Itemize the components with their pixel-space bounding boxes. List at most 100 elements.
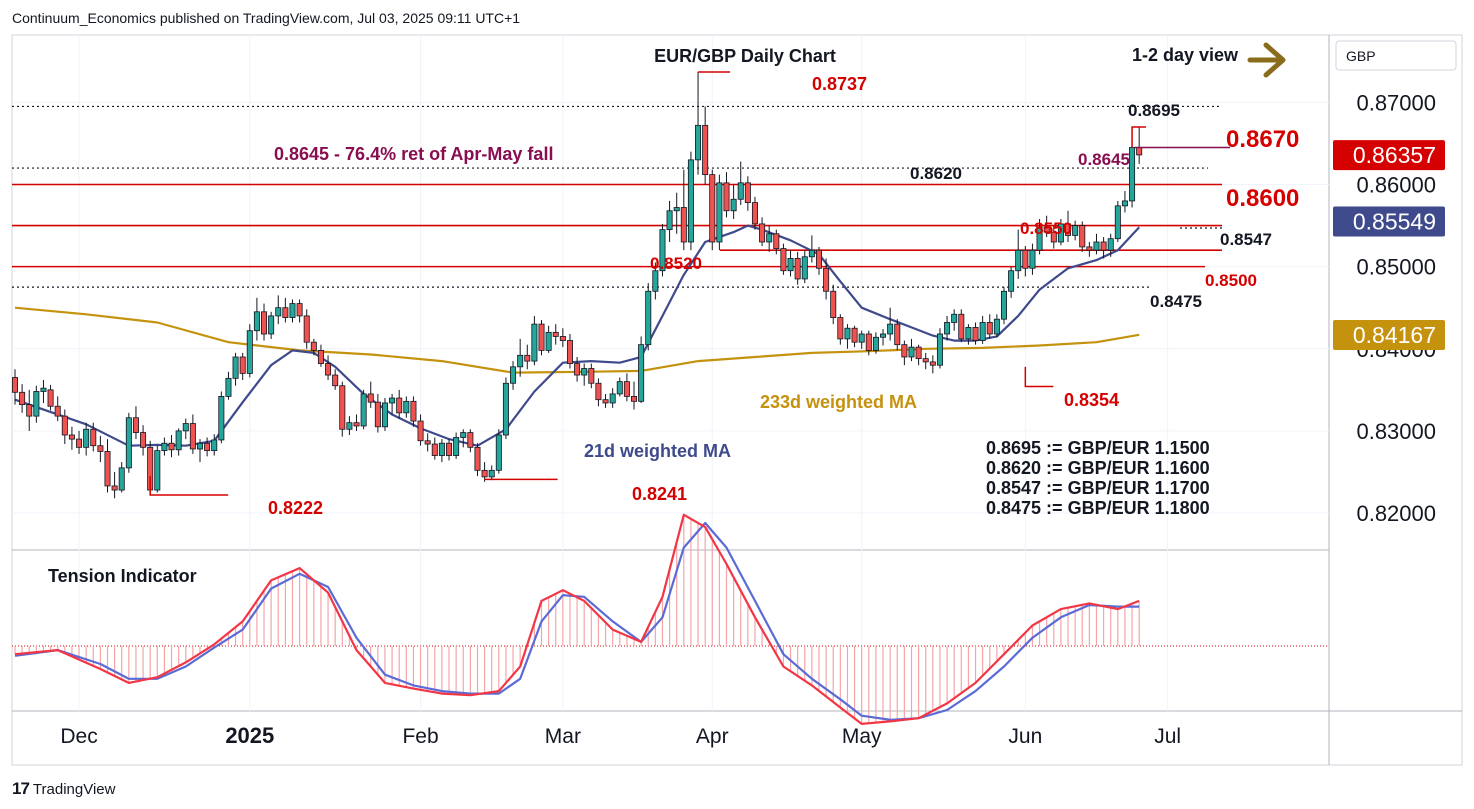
candle-body	[837, 317, 844, 340]
tradingview-mark-icon: 17	[12, 779, 30, 798]
osc-title: Tension Indicator	[48, 566, 197, 586]
candle-body	[1086, 246, 1093, 251]
candle-body	[887, 323, 894, 335]
label-0-8550: 0.8550	[1020, 219, 1072, 238]
candle-body	[780, 248, 787, 272]
chart-frame	[11, 34, 1463, 766]
low-marker-0-8222	[149, 476, 229, 496]
candle-body	[495, 434, 502, 471]
ma21-label: 21d weighted MA	[584, 441, 731, 461]
marker-0-8670	[1131, 126, 1147, 148]
candle-body	[154, 450, 161, 491]
candle-body	[702, 124, 709, 176]
ma233-label: 233d weighted MA	[760, 392, 917, 412]
candle-body	[1107, 238, 1114, 251]
candle-body	[360, 393, 367, 427]
candle-body	[1057, 223, 1064, 243]
candle-body	[303, 315, 310, 343]
currency-button[interactable]	[1335, 40, 1457, 71]
osc-slow-line	[14, 521, 1140, 721]
candle-body	[189, 423, 196, 450]
candle-body	[40, 387, 47, 392]
label-0-8600: 0.8600	[1226, 185, 1299, 212]
candle-body	[232, 356, 239, 379]
candle-body	[346, 422, 353, 430]
price-tick-label: 0.82000	[1356, 501, 1436, 526]
candle-body	[1079, 225, 1086, 248]
candle-body	[915, 346, 922, 360]
candle-body	[1008, 270, 1015, 292]
time-tick-label: 2025	[225, 723, 274, 748]
price-tick-label: 0.87000	[1356, 90, 1436, 115]
candle-body	[1043, 226, 1050, 233]
candle-body	[168, 442, 175, 451]
candle-body	[310, 341, 317, 351]
candles	[11, 71, 1143, 499]
candle-body	[424, 440, 431, 445]
tradingview-brand: TradingView	[32, 780, 116, 798]
candle-body	[389, 397, 396, 404]
candle-body	[652, 270, 659, 292]
candle-body	[282, 307, 289, 318]
candle-body	[531, 323, 538, 362]
conversion-line: 0.8547 := GBP/EUR 1.1700	[986, 478, 1210, 498]
candle-body	[645, 290, 652, 346]
candle-body	[680, 207, 687, 243]
candle-body	[588, 368, 595, 384]
time-tick-label: Jun	[1008, 725, 1042, 748]
candle-body	[787, 258, 794, 272]
view-label: 1-2 day view	[1132, 45, 1239, 65]
candle-body	[161, 442, 168, 452]
conversion-line: 0.8475 := GBP/EUR 1.1800	[986, 498, 1210, 518]
price-axis[interactable]: 0.870000.860000.850000.840000.830000.820…	[1333, 90, 1445, 526]
candle-body	[616, 381, 623, 395]
label-0-8695: 0.8695	[1128, 101, 1180, 120]
candle-body	[929, 361, 936, 366]
candle-body	[773, 233, 780, 249]
time-axis[interactable]: Dec 2025 Feb Mar Apr May Jun Jul	[60, 723, 1181, 748]
candle-body	[623, 381, 630, 397]
candle-body	[566, 340, 573, 364]
osc-fast-line	[14, 513, 1140, 725]
candle-body	[410, 400, 417, 422]
candle-body	[794, 258, 801, 280]
candle-body	[1029, 249, 1036, 269]
candle-body	[460, 432, 467, 438]
tradingview-logo[interactable]: 17 TradingView	[12, 779, 115, 799]
candle-body	[317, 350, 324, 364]
price-tick-label: 0.85000	[1356, 255, 1436, 280]
label-0-8520: 0.8520	[650, 254, 702, 273]
candle-body	[132, 417, 139, 433]
candle-body	[261, 311, 268, 335]
candle-body	[211, 439, 218, 452]
candle-body	[552, 331, 559, 337]
candle-body	[61, 415, 68, 436]
candle-body	[54, 405, 61, 417]
candle-body	[83, 428, 90, 448]
candle-body	[353, 422, 360, 427]
candle-body	[922, 358, 929, 363]
candle-body	[1136, 147, 1143, 156]
candle-body	[104, 451, 111, 487]
tension-indicator-pane: Tension Indicator	[12, 513, 1329, 725]
candle-body	[175, 430, 182, 451]
time-tick-label: Jul	[1154, 725, 1181, 748]
candle-body	[559, 336, 566, 341]
candle-body	[858, 333, 865, 343]
candle-body	[488, 469, 495, 478]
candle-body	[595, 382, 602, 401]
candle-body	[481, 469, 488, 478]
label-0-8222: 0.8222	[268, 498, 323, 518]
right-arrow-icon	[1247, 42, 1286, 78]
candle-body	[1050, 231, 1057, 243]
candle-body	[1072, 225, 1079, 236]
time-tick-label: Apr	[696, 725, 729, 748]
candle-body	[666, 210, 673, 231]
candle-body	[253, 311, 260, 332]
candle-body	[730, 198, 737, 212]
candle-body	[510, 366, 517, 384]
ma21-badge: 0.85549	[1353, 209, 1436, 235]
fib-annotation: 0.8645 - 76.4% ret of Apr-May fall	[274, 144, 553, 164]
candle-body	[972, 327, 979, 341]
